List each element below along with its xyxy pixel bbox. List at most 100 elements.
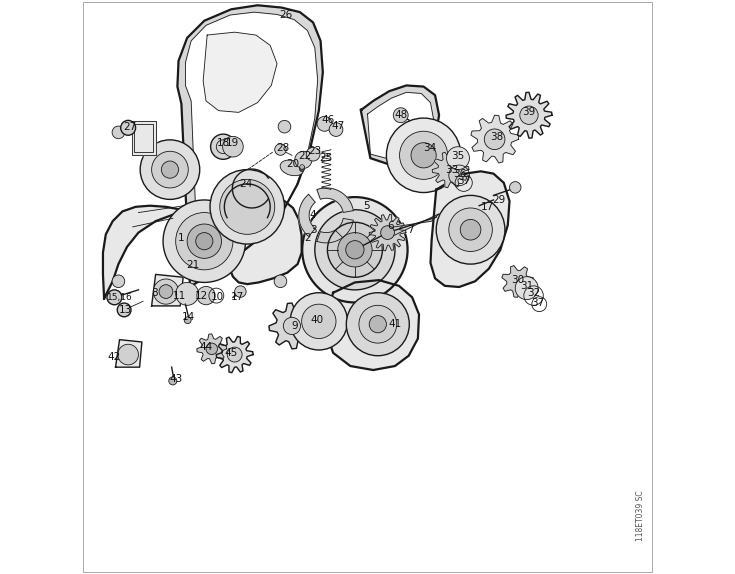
Text: 42: 42 (108, 352, 121, 362)
Polygon shape (384, 214, 439, 236)
Text: 31: 31 (520, 281, 534, 291)
Text: 48: 48 (394, 110, 407, 120)
Circle shape (460, 219, 481, 240)
Circle shape (121, 121, 135, 135)
Polygon shape (115, 340, 142, 367)
Text: 35: 35 (451, 152, 465, 161)
Text: 23: 23 (308, 146, 321, 156)
Circle shape (327, 222, 382, 277)
Circle shape (278, 121, 291, 133)
Circle shape (275, 144, 286, 156)
Circle shape (393, 108, 408, 123)
Text: 47: 47 (331, 121, 345, 130)
Text: 12: 12 (195, 290, 208, 301)
Circle shape (302, 197, 408, 302)
Circle shape (381, 226, 395, 239)
Circle shape (300, 166, 304, 170)
Circle shape (187, 224, 221, 258)
Text: 9: 9 (292, 321, 298, 331)
Text: 40: 40 (311, 315, 323, 325)
Circle shape (515, 277, 538, 300)
Circle shape (300, 165, 304, 169)
Text: 10: 10 (211, 292, 224, 302)
Circle shape (449, 208, 492, 251)
Polygon shape (317, 188, 354, 212)
Polygon shape (502, 266, 534, 297)
Text: 17: 17 (230, 292, 243, 302)
Circle shape (290, 293, 348, 350)
Circle shape (196, 232, 213, 250)
Text: 44: 44 (199, 342, 212, 352)
Circle shape (274, 275, 287, 288)
Circle shape (301, 304, 336, 339)
Polygon shape (369, 215, 406, 251)
Text: 39: 39 (523, 107, 536, 117)
Polygon shape (361, 86, 439, 164)
Circle shape (176, 212, 233, 270)
Text: 28: 28 (276, 144, 290, 153)
Text: 11: 11 (173, 290, 186, 301)
Circle shape (184, 317, 191, 324)
Circle shape (169, 377, 177, 385)
Circle shape (400, 131, 448, 179)
Text: 22: 22 (298, 152, 311, 161)
Circle shape (346, 293, 409, 356)
Circle shape (220, 179, 275, 234)
Text: 13: 13 (119, 305, 132, 315)
Circle shape (210, 169, 284, 244)
Circle shape (118, 344, 138, 365)
Circle shape (509, 181, 521, 193)
Text: 25: 25 (320, 153, 333, 163)
Circle shape (162, 161, 179, 178)
Circle shape (447, 147, 470, 169)
Polygon shape (506, 92, 552, 138)
Circle shape (300, 165, 304, 170)
Polygon shape (177, 5, 323, 287)
Circle shape (315, 210, 395, 290)
Text: 7: 7 (407, 225, 414, 235)
Circle shape (211, 134, 236, 160)
Circle shape (176, 282, 198, 305)
Text: 26: 26 (279, 10, 293, 20)
Circle shape (107, 290, 122, 305)
Text: 8: 8 (151, 288, 158, 298)
Text: 41: 41 (388, 319, 401, 329)
Polygon shape (216, 336, 253, 373)
Text: 21: 21 (186, 260, 199, 270)
Text: 2: 2 (304, 233, 311, 243)
Circle shape (163, 200, 245, 282)
Circle shape (159, 285, 173, 298)
Circle shape (140, 140, 200, 199)
Circle shape (118, 303, 131, 317)
Circle shape (436, 195, 505, 264)
Text: 24: 24 (240, 179, 253, 189)
Text: 19: 19 (226, 138, 240, 148)
Text: 1: 1 (178, 233, 184, 243)
Circle shape (359, 305, 397, 343)
Circle shape (411, 143, 436, 168)
Circle shape (283, 317, 301, 335)
Ellipse shape (280, 160, 304, 176)
Polygon shape (197, 334, 226, 364)
Circle shape (520, 106, 538, 125)
Circle shape (234, 286, 246, 297)
Circle shape (345, 241, 364, 259)
Circle shape (295, 152, 312, 169)
Polygon shape (317, 218, 354, 243)
Circle shape (112, 126, 125, 139)
Text: 37: 37 (457, 176, 470, 186)
Polygon shape (203, 32, 277, 113)
Text: 18: 18 (217, 138, 230, 148)
Text: 29: 29 (492, 195, 506, 205)
Text: 20: 20 (287, 159, 300, 169)
Circle shape (300, 166, 304, 170)
Polygon shape (326, 280, 419, 370)
Circle shape (329, 123, 343, 137)
Text: 4: 4 (309, 211, 316, 220)
Text: 38: 38 (490, 132, 503, 142)
Text: 27: 27 (123, 122, 137, 131)
Circle shape (112, 275, 125, 288)
Polygon shape (103, 198, 301, 298)
Circle shape (300, 167, 304, 172)
Text: 34: 34 (423, 144, 436, 153)
